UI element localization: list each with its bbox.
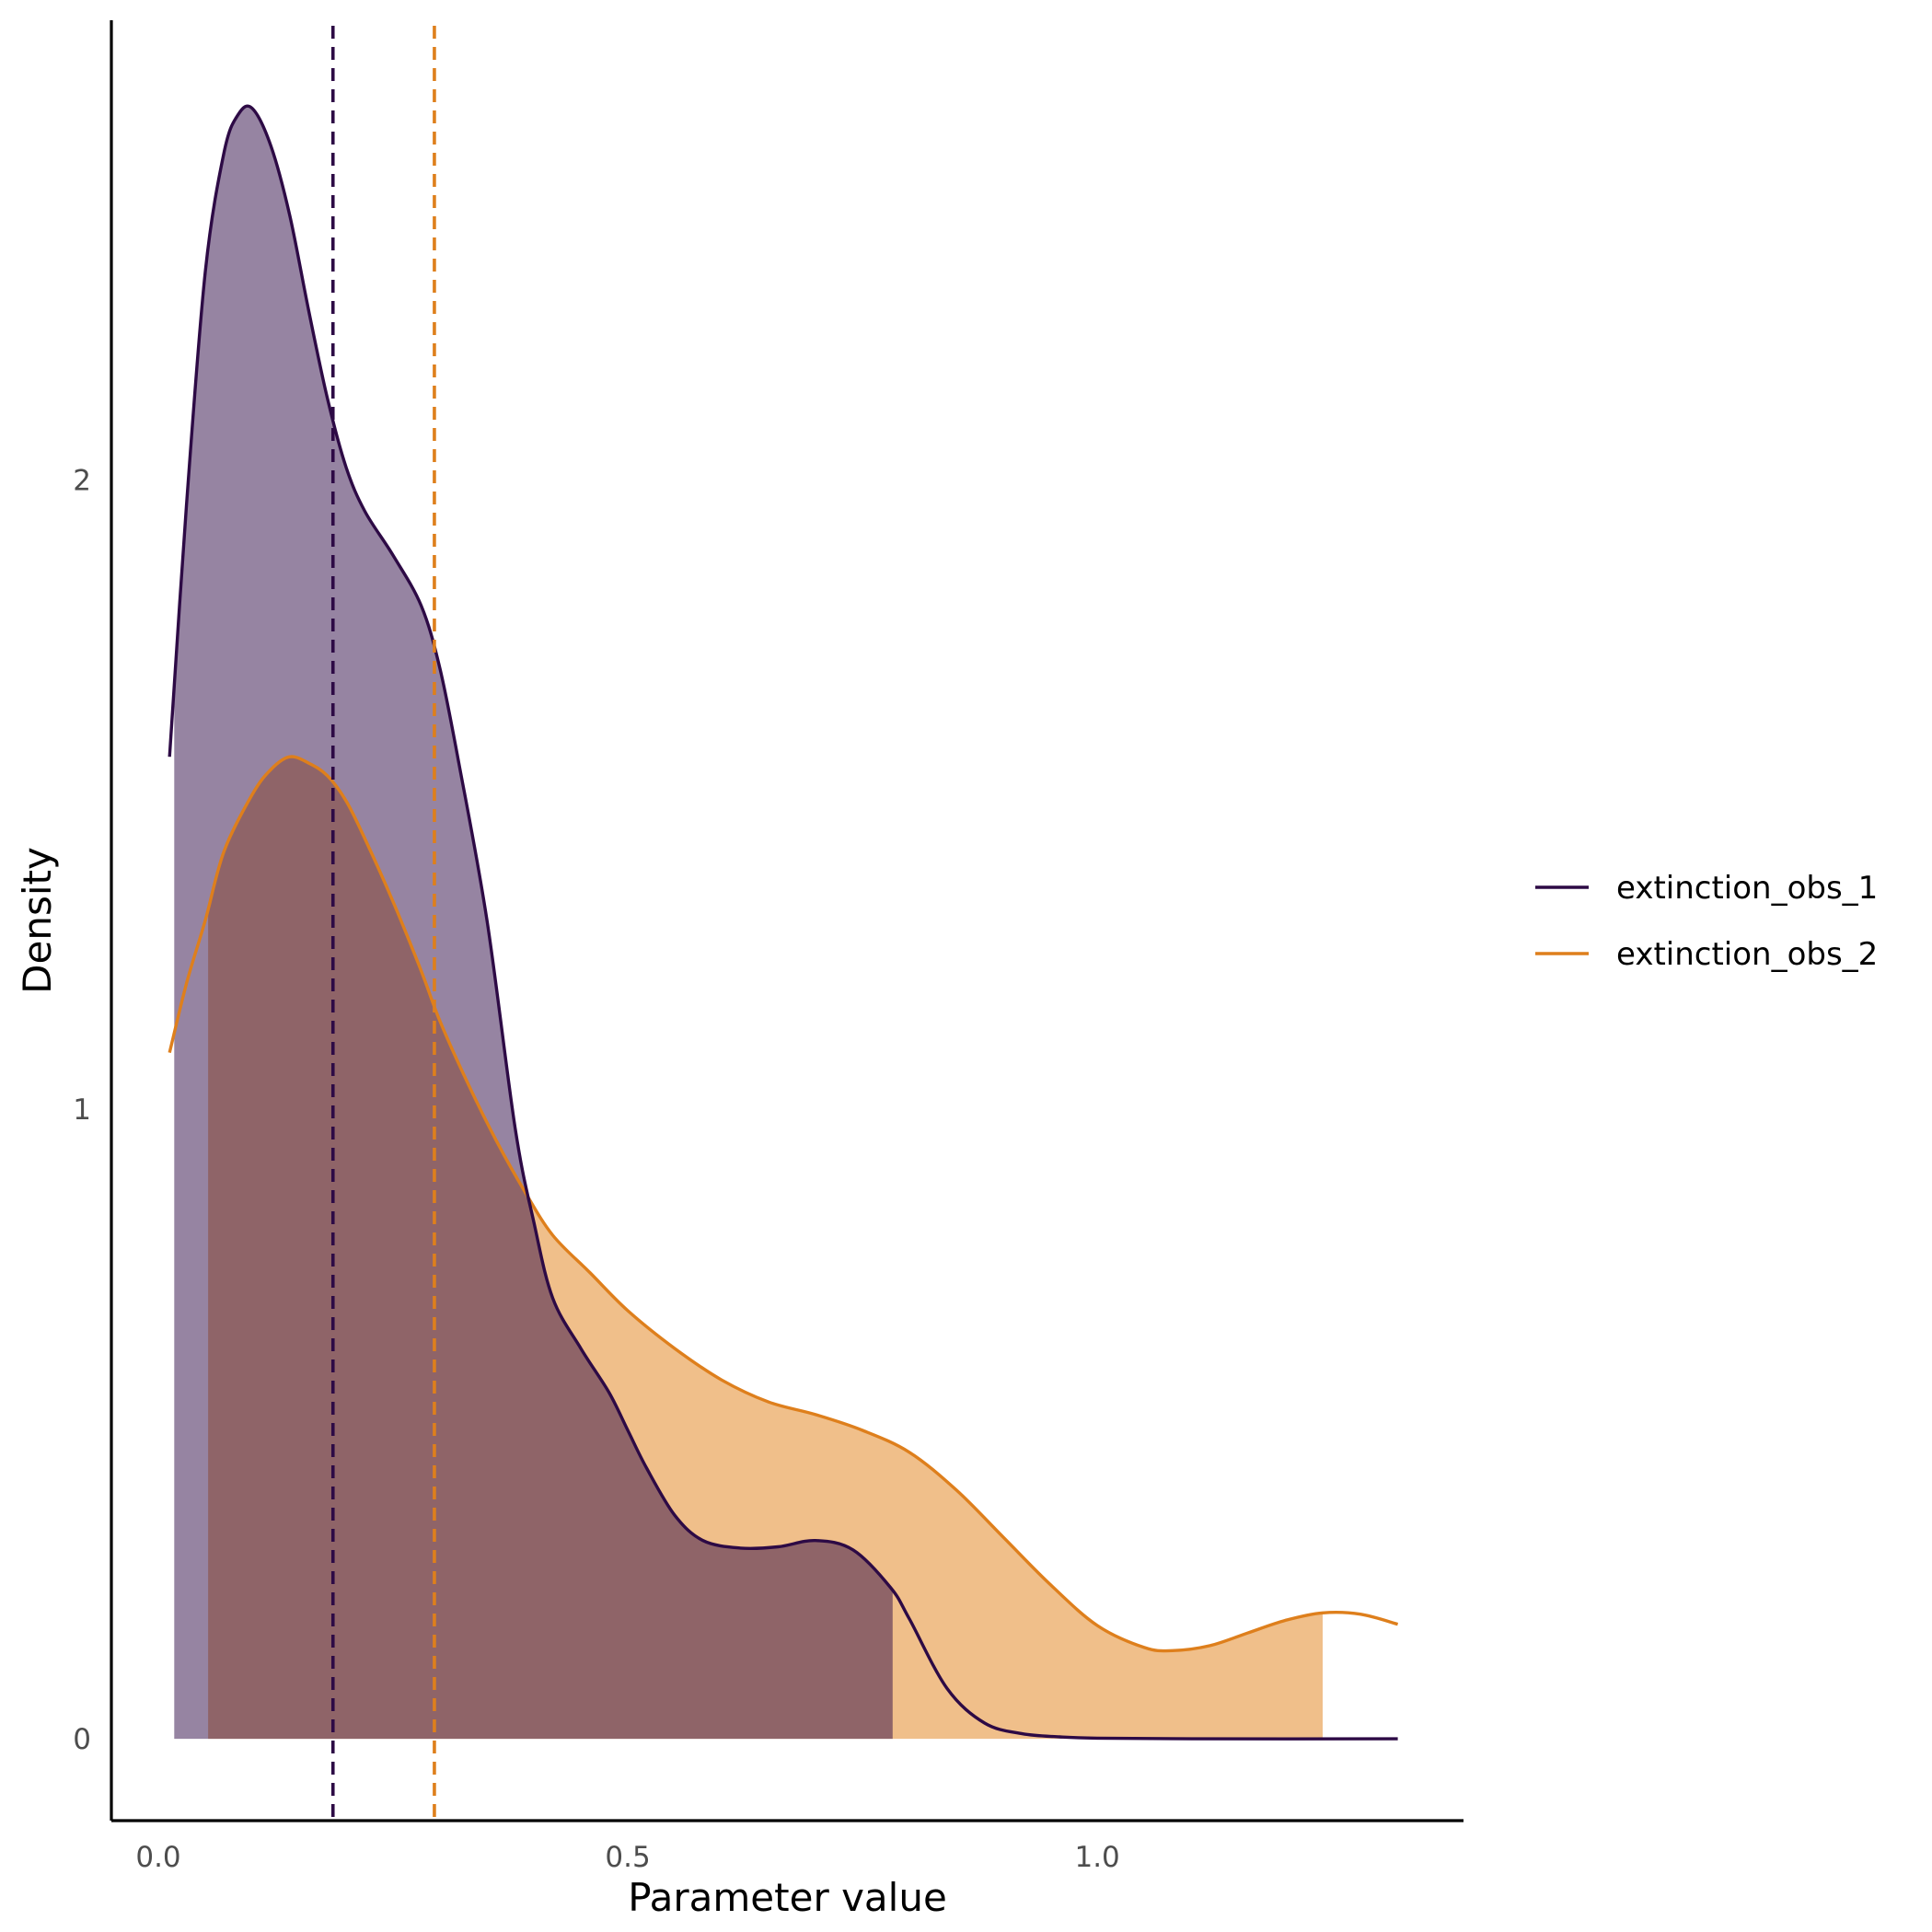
y-axis-title: Density [15, 847, 60, 994]
density-fills [174, 106, 1324, 1740]
x-tick-labels: 0.0 0.5 1.0 [135, 1841, 1119, 1874]
y-tick-labels: 0 1 2 [73, 464, 91, 1756]
legend: extinction_obs_1 extinction_obs_2 [1535, 870, 1878, 973]
y-tick-label: 1 [73, 1093, 91, 1127]
reference-lines [330, 26, 436, 1821]
density-lines [168, 104, 1399, 1741]
y-tick-label: 0 [73, 1723, 91, 1756]
x-tick-label: 0.5 [605, 1841, 650, 1874]
x-tick-label: 0.0 [135, 1841, 180, 1874]
density-line-extinction_obs_2 [168, 755, 1399, 1653]
y-tick-label: 2 [73, 464, 91, 497]
x-axis-title: Parameter value [628, 1875, 947, 1920]
axes [110, 20, 1463, 1822]
density-area-extinction_obs_1 [174, 106, 895, 1740]
x-tick-label: 1.0 [1074, 1841, 1119, 1874]
legend-label: extinction_obs_2 [1616, 936, 1878, 973]
density-line-extinction_obs_1 [168, 104, 1398, 1741]
legend-label: extinction_obs_1 [1616, 870, 1878, 907]
